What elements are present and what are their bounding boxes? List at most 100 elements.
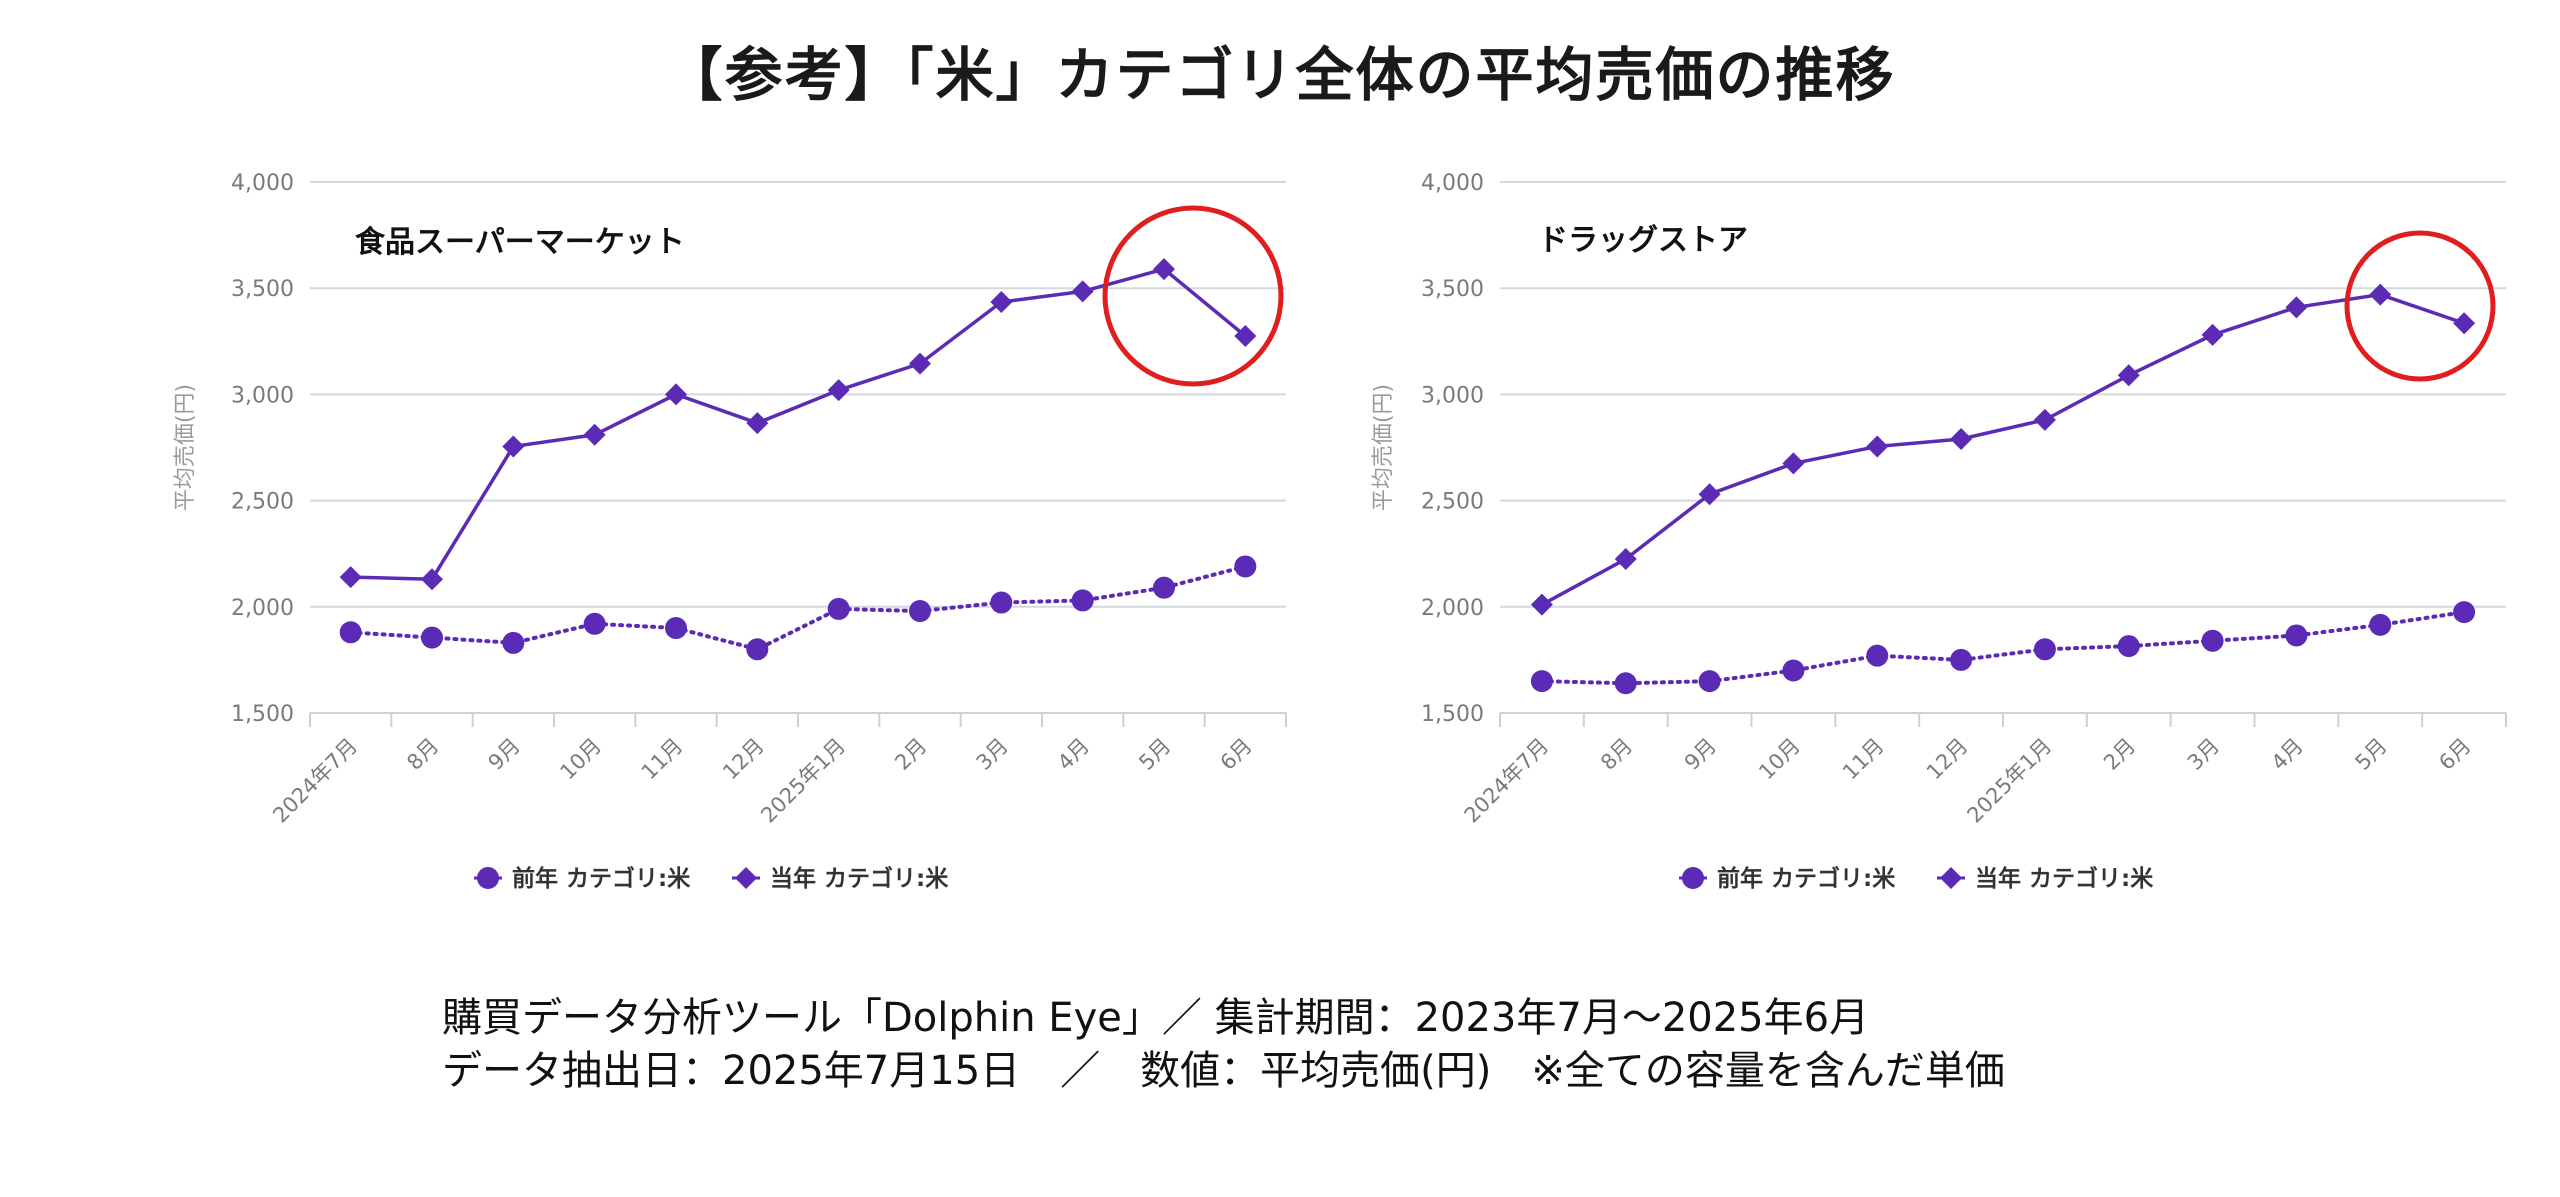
y-tick-label: 2,000 (1421, 596, 1484, 621)
x-tick-label: 3月 (2183, 734, 2224, 775)
page-title: 【参考】「米」カテゴリ全体の平均売価の推移 (664, 41, 1896, 109)
footer-source-line: 購買データ分析ツール「Dolphin Eye」／ 集計期間：2023年7月～20… (442, 995, 1870, 1041)
data-point-current-year (2033, 408, 2056, 431)
y-tick-label: 2,000 (231, 596, 294, 621)
y-axis-title: 平均売価(円) (173, 384, 198, 511)
data-point-current-year (746, 412, 769, 435)
data-point-prev-year (1698, 670, 1721, 693)
x-tick-label: 8月 (1596, 734, 1637, 775)
y-tick-label: 4,000 (1421, 171, 1484, 196)
legend-label: 前年 カテゴリ:米 (1717, 865, 1896, 892)
y-tick-label: 4,000 (231, 171, 294, 196)
data-point-current-year (1234, 324, 1257, 347)
y-tick-label: 3,000 (1421, 383, 1484, 408)
data-point-current-year (1614, 548, 1637, 571)
data-point-current-year (1950, 428, 1973, 451)
x-tick-label: 9月 (484, 734, 525, 775)
x-tick-label: 10月 (555, 734, 606, 785)
x-tick-label: 6月 (2434, 734, 2475, 775)
data-point-prev-year (909, 600, 931, 623)
x-tick-label: 5月 (2351, 734, 2392, 775)
legend-label: 前年 カテゴリ:米 (512, 865, 691, 892)
data-point-prev-year (1530, 670, 1553, 693)
data-point-prev-year (583, 612, 606, 635)
footer-note-line: データ抽出日：2025年7月15日 ／ 数値：平均売価(円) ※全ての容量を含ん… (442, 1048, 2005, 1094)
data-point-current-year (2369, 283, 2392, 306)
data-point-prev-year (990, 591, 1013, 614)
x-tick-label: 9月 (1680, 734, 1721, 775)
chart-title: 食品スーパーマーケット (355, 225, 685, 260)
y-tick-label: 1,500 (231, 702, 294, 727)
x-tick-label: 2024年7月 (268, 734, 362, 828)
data-point-current-year (1071, 280, 1094, 303)
data-point-current-year (1530, 593, 1553, 616)
legend-marker-circle (477, 867, 499, 889)
data-point-current-year (2285, 296, 2308, 319)
x-tick-label: 10月 (1754, 734, 1805, 785)
data-point-current-year (665, 383, 687, 406)
x-tick-label: 6月 (1216, 734, 1257, 775)
series-line-current-year (350, 267, 1247, 581)
legend-marker-diamond (1940, 867, 1962, 889)
data-point-current-year (1153, 258, 1175, 281)
legend-label: 当年 カテゴリ:米 (1975, 865, 2154, 892)
series-line-prev-year (1539, 610, 2467, 686)
data-point-current-year (827, 379, 850, 402)
x-tick-label: 12月 (718, 734, 769, 785)
data-point-prev-year (1614, 672, 1637, 695)
chart-title: ドラッグストア (1538, 223, 1748, 258)
legend-label: 当年 カテゴリ:米 (770, 865, 949, 892)
data-point-current-year (339, 566, 362, 589)
y-tick-label: 3,500 (231, 277, 294, 302)
series-line-prev-year (348, 564, 1248, 652)
y-tick-label: 3,000 (231, 383, 294, 408)
x-tick-label: 11月 (637, 734, 688, 785)
highlight-circle (2344, 230, 2496, 382)
x-tick-label: 2025年1月 (756, 734, 850, 828)
x-tick-label: 2月 (2099, 734, 2140, 775)
data-point-prev-year (665, 617, 687, 640)
y-tick-label: 2,500 (1421, 490, 1484, 515)
x-tick-label: 2024年7月 (1460, 734, 1554, 828)
data-point-prev-year (1866, 644, 1889, 667)
x-tick-label: 5月 (1134, 734, 1175, 775)
x-tick-label: 12月 (1922, 734, 1973, 785)
data-point-current-year (1866, 435, 1889, 458)
data-point-prev-year (421, 626, 443, 649)
data-point-current-year (1698, 483, 1721, 506)
data-point-current-year (502, 435, 525, 458)
data-point-prev-year (502, 631, 525, 654)
legend-marker-diamond (735, 867, 757, 889)
data-point-current-year (2117, 364, 2140, 387)
data-point-prev-year (827, 597, 850, 620)
y-axis-title: 平均売価(円) (1371, 384, 1396, 511)
data-point-prev-year (2453, 601, 2476, 624)
y-tick-label: 3,500 (1421, 277, 1484, 302)
data-point-prev-year (1071, 589, 1094, 612)
x-tick-label: 8月 (402, 734, 443, 775)
x-tick-label: 4月 (2267, 734, 2308, 775)
data-point-prev-year (1782, 659, 1805, 682)
data-point-current-year (583, 423, 606, 446)
data-point-prev-year (2117, 635, 2140, 658)
data-point-prev-year (746, 638, 769, 661)
data-point-current-year (990, 291, 1013, 314)
data-point-prev-year (339, 621, 362, 644)
data-point-current-year (421, 568, 443, 591)
data-point-current-year (2201, 323, 2224, 346)
data-point-prev-year (2369, 613, 2392, 636)
data-point-prev-year (2285, 624, 2308, 647)
x-tick-label: 2月 (890, 734, 931, 775)
data-point-prev-year (2201, 629, 2224, 652)
x-tick-label: 4月 (1053, 734, 1094, 775)
y-tick-label: 2,500 (231, 490, 294, 515)
data-point-current-year (1782, 452, 1805, 475)
x-tick-label: 2025年1月 (1963, 734, 2057, 828)
x-tick-label: 3月 (972, 734, 1013, 775)
y-tick-label: 1,500 (1421, 702, 1484, 727)
data-point-prev-year (1234, 555, 1257, 578)
legend-marker-circle (1682, 867, 1704, 889)
series-line-current-year (1541, 292, 2465, 607)
data-point-prev-year (2033, 638, 2056, 661)
